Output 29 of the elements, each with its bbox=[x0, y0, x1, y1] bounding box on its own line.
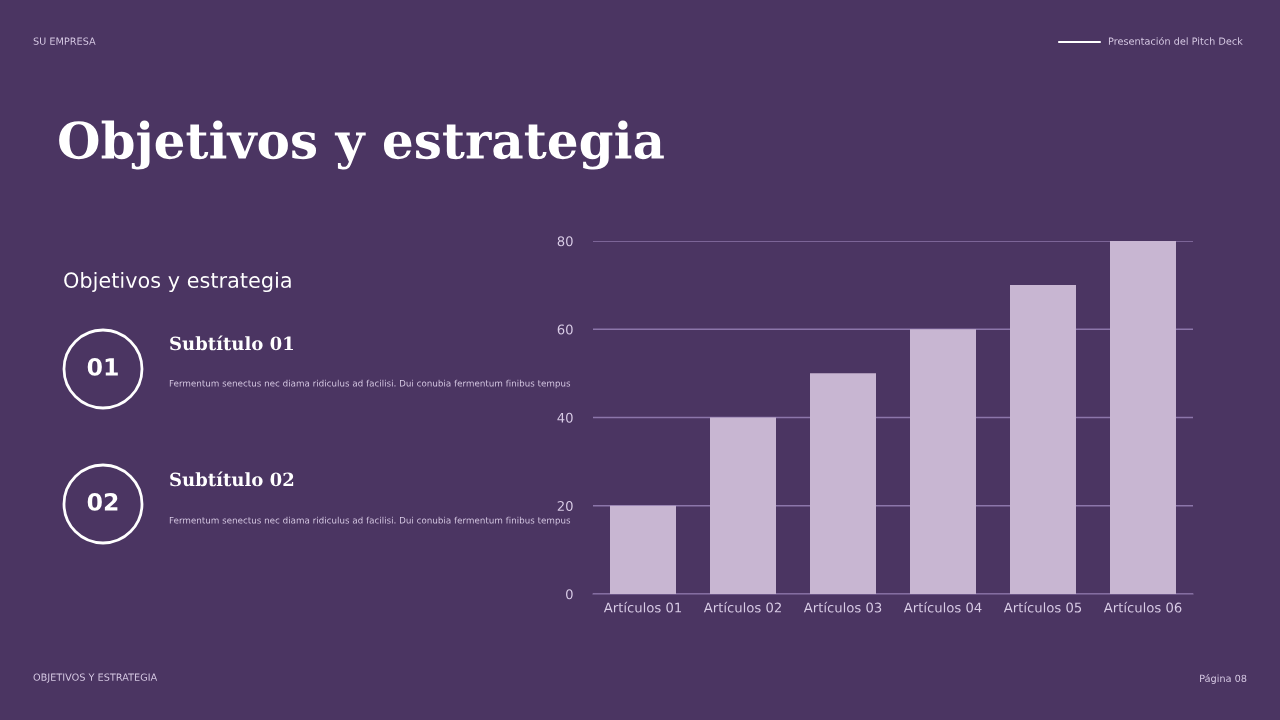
x-tick-label: Artículos 04 bbox=[903, 601, 982, 613]
text: Subtítulo 02 bbox=[170, 471, 294, 487]
text: Fermentum senectus nec diama ridiculus ad facilisi. Dui conubia fermentum finibus tempus bbox=[169, 379, 571, 389]
x-tick-label: Artículos 01 bbox=[603, 601, 682, 613]
bar bbox=[810, 373, 876, 594]
x-tick-label: Artículos 02 bbox=[703, 601, 781, 613]
y-tick-label: 40 bbox=[557, 412, 573, 423]
text: Fermentum senectus nec diama ridiculus ad facilisi. Dui conubia fermentum finibus tempus bbox=[169, 516, 571, 526]
text: Presentación del Pitch Deck bbox=[1108, 36, 1243, 45]
x-tick-label: Artículos 06 bbox=[1103, 601, 1182, 613]
y-tick-label: 80 bbox=[557, 236, 573, 247]
x-tick-label: Artículos 03 bbox=[803, 601, 882, 613]
bar bbox=[710, 417, 776, 594]
y-tick-label: 60 bbox=[557, 324, 573, 335]
text: 02 bbox=[87, 492, 118, 511]
text: 01 bbox=[87, 357, 118, 376]
bar bbox=[1010, 285, 1076, 594]
text: Objetivos y estrategia bbox=[59, 120, 664, 170]
bar bbox=[1110, 241, 1176, 594]
bar bbox=[610, 505, 676, 594]
text: Subtítulo 01 bbox=[170, 335, 293, 351]
y-tick-label: 20 bbox=[557, 500, 573, 511]
x-tick-label: Artículos 05 bbox=[1003, 601, 1082, 613]
text: OBJETIVOS Y ESTRATEGIA bbox=[33, 673, 158, 683]
bar bbox=[910, 329, 976, 594]
text: SU EMPRESA bbox=[33, 37, 96, 45]
text: Objetivos y estrategia bbox=[64, 271, 291, 293]
text: Página 08 bbox=[1200, 674, 1247, 684]
y-tick-label: 0 bbox=[566, 589, 573, 600]
